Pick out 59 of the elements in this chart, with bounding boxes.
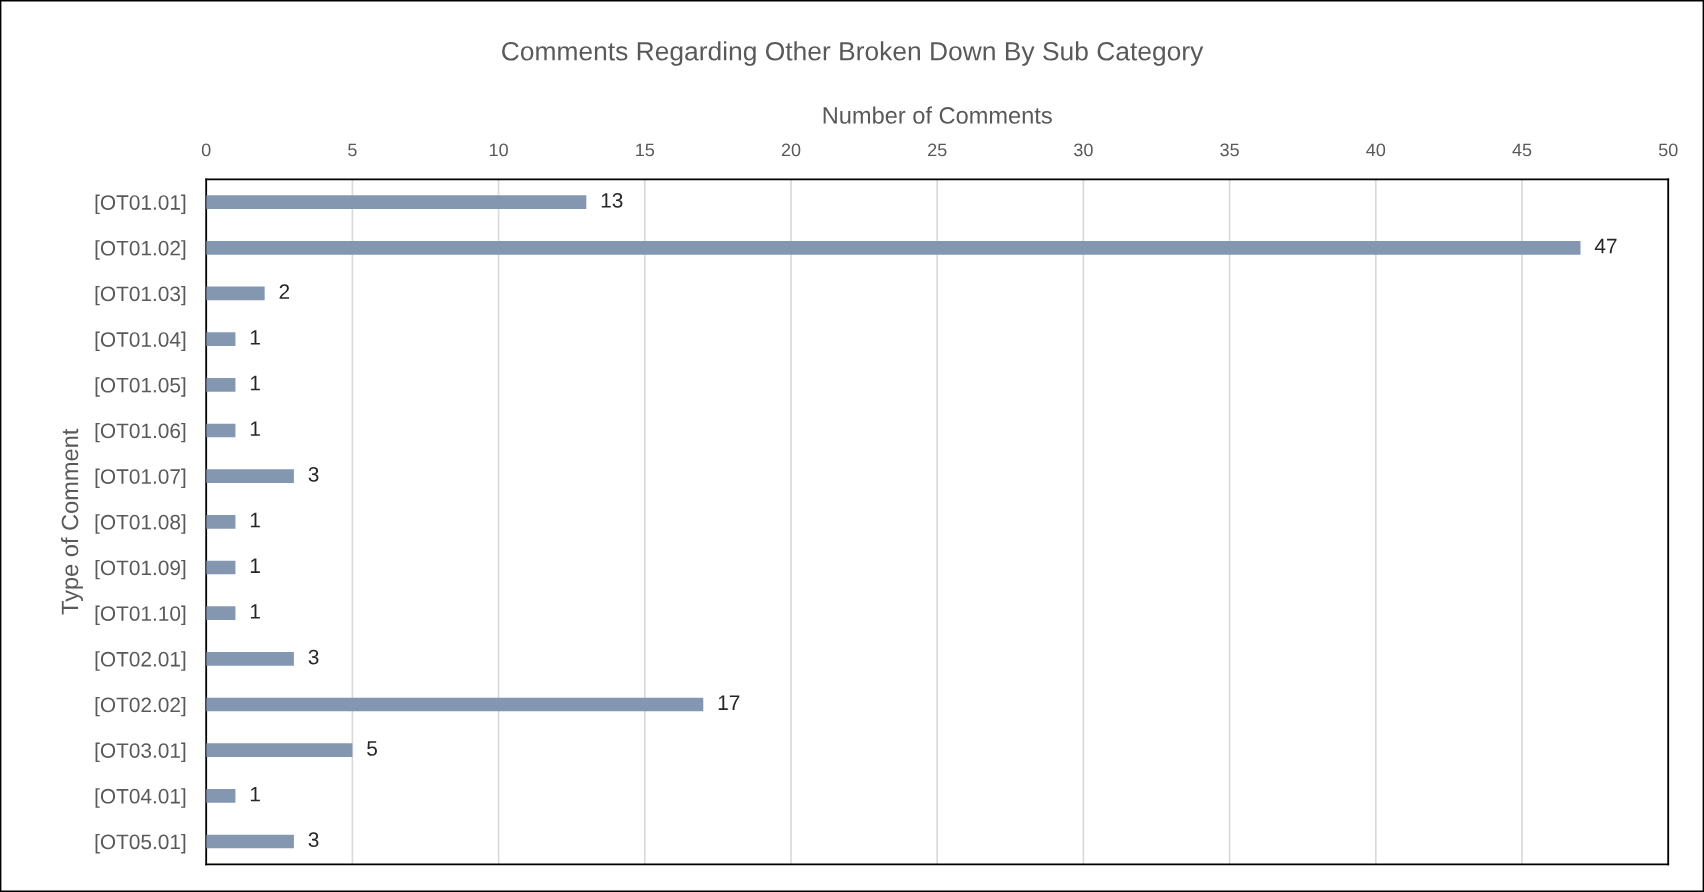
data-label: 1 [250,375,260,391]
y-tick-label: [OT01.09] [95,559,186,580]
bar [206,377,236,392]
x-tick-label: 20 [781,143,801,157]
bar [206,697,704,712]
bar [206,514,236,529]
data-label: 2 [279,284,290,299]
x-tick-label: 10 [489,143,508,157]
bar [206,788,236,803]
bar [206,834,294,849]
data-label: 1 [250,558,260,573]
bar [206,332,236,346]
y-tick-label: [OT01.05] [95,377,186,397]
x-axis-title: Number of Comments [823,106,1052,124]
data-label: 1 [250,421,260,436]
data-label: 3 [308,832,319,848]
data-label: 17 [718,695,740,710]
y-tick-label: [OT01.01] [95,194,186,214]
data-label: 1 [250,512,260,528]
y-tick-label: [OT02.02] [95,696,186,717]
bar [206,469,294,483]
bar [206,651,294,666]
x-tick-label: 30 [1074,143,1093,157]
data-label: 3 [308,649,319,665]
bar [206,606,236,621]
x-tick-label: 35 [1220,143,1239,157]
y-tick-label: [OT01.06] [95,422,186,443]
bar [206,743,353,758]
y-tick-label: [OT01.08] [95,514,186,534]
data-label: 5 [367,741,377,756]
bar [206,286,265,301]
bar [206,195,587,209]
x-tick-label: 25 [928,143,947,157]
bar [206,240,1581,255]
y-tick-label: [OT01.02] [95,240,186,260]
x-tick-label: 0 [201,143,211,157]
x-tick-label: 45 [1512,143,1532,157]
x-tick-label: 5 [348,143,357,157]
y-tick-label: [OT04.01] [95,788,186,808]
x-tick-label: 50 [1658,143,1678,157]
data-label: 1 [250,786,260,802]
data-label: 1 [250,604,260,619]
y-tick-label: [OT01.03] [95,285,186,306]
bar [206,423,236,438]
x-tick-label: 40 [1366,143,1386,157]
y-tick-label: [OT01.04] [95,331,186,352]
y-tick-label: [OT03.01] [95,742,186,763]
y-tick-label: [OT01.10] [95,605,186,626]
y-tick-label: [OT05.01] [95,833,186,854]
y-tick-label: [OT01.07] [95,468,186,489]
y-axis-title: Type of Comment [61,428,83,615]
data-label: 3 [308,466,319,482]
data-label: 47 [1594,238,1617,254]
y-tick-label: [OT02.01] [95,651,186,671]
chart-title: Comments Regarding Other Broken Down By Sub Category [502,41,1204,66]
bar [206,560,236,575]
x-tick-label: 15 [636,143,655,157]
data-label: 13 [601,192,623,208]
data-label: 1 [250,330,260,345]
